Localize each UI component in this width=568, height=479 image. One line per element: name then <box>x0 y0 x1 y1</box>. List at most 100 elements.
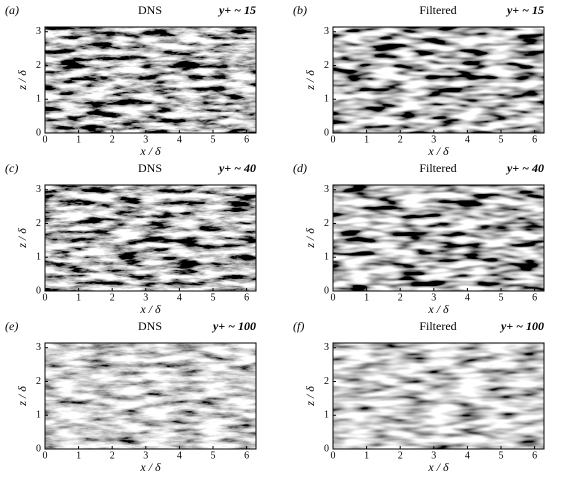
field-image <box>45 185 256 291</box>
x-axis-label: x / δ <box>139 460 161 474</box>
plot-frame <box>332 26 545 134</box>
y-tick-label: 2 <box>36 60 41 71</box>
y-tick-label: 0 <box>36 127 41 138</box>
y-tick-label: 3 <box>324 342 329 353</box>
field-image <box>333 185 544 291</box>
y-tick-label: 0 <box>36 285 41 296</box>
x-tick-label: 4 <box>177 292 182 303</box>
panel-title: DNS <box>138 3 162 17</box>
x-axis-label: x / δ <box>139 144 161 158</box>
y-tick-label: 1 <box>36 410 41 421</box>
x-axis-label: x / δ <box>427 302 449 316</box>
y-tick-label: 3 <box>36 184 41 195</box>
y-axis-label: z / δ <box>15 228 29 249</box>
x-tick-label: 6 <box>244 134 249 145</box>
annotation: y+ ~ 100 <box>211 319 256 333</box>
field-image <box>333 27 544 133</box>
y-tick-label: 2 <box>324 376 329 387</box>
y-tick-label: 2 <box>36 376 41 387</box>
x-tick-label: 6 <box>532 450 537 461</box>
x-tick-label: 5 <box>498 450 503 461</box>
y-tick-label: 0 <box>324 443 329 454</box>
y-tick-label: 0 <box>324 285 329 296</box>
x-tick-label: 0 <box>331 134 336 145</box>
x-axis-label: x / δ <box>427 460 449 474</box>
x-tick-label: 4 <box>465 134 470 145</box>
x-tick-label: 2 <box>110 292 115 303</box>
x-tick-label: 2 <box>110 134 115 145</box>
y-tick-label: 3 <box>324 184 329 195</box>
panel-title: Filtered <box>419 3 456 17</box>
x-tick-label: 5 <box>210 134 215 145</box>
x-tick-label: 5 <box>210 292 215 303</box>
field-image <box>45 27 256 133</box>
x-tick-label: 5 <box>498 292 503 303</box>
annotation: y+ ~ 40 <box>505 161 544 175</box>
x-tick-label: 0 <box>43 292 48 303</box>
x-tick-label: 4 <box>465 450 470 461</box>
y-tick-label: 1 <box>324 94 329 105</box>
x-tick-label: 2 <box>398 450 403 461</box>
x-tick-label: 6 <box>532 292 537 303</box>
x-tick-label: 1 <box>364 134 369 145</box>
field-image <box>45 343 256 449</box>
annotation: y+ ~ 15 <box>505 3 544 17</box>
panel-title: Filtered <box>419 319 456 333</box>
x-tick-label: 5 <box>210 450 215 461</box>
y-tick-label: 2 <box>36 218 41 229</box>
y-tick-label: 0 <box>36 443 41 454</box>
x-tick-label: 1 <box>364 450 369 461</box>
field-image <box>333 343 544 449</box>
x-tick-label: 0 <box>331 292 336 303</box>
x-tick-label: 1 <box>76 292 81 303</box>
x-tick-label: 0 <box>43 134 48 145</box>
plot-frame <box>332 342 545 450</box>
panel-title: DNS <box>138 161 162 175</box>
y-tick-label: 2 <box>324 60 329 71</box>
y-tick-label: 3 <box>324 26 329 37</box>
panel-label: (c) <box>5 161 18 175</box>
x-tick-label: 3 <box>143 292 148 303</box>
x-tick-label: 1 <box>364 292 369 303</box>
x-tick-label: 4 <box>177 450 182 461</box>
panel-label: (a) <box>5 3 19 17</box>
x-tick-label: 6 <box>244 450 249 461</box>
panel-title: Filtered <box>419 161 456 175</box>
y-tick-label: 3 <box>36 342 41 353</box>
x-tick-label: 2 <box>110 450 115 461</box>
annotation: y+ ~ 15 <box>217 3 256 17</box>
x-tick-label: 3 <box>143 134 148 145</box>
y-tick-label: 3 <box>36 26 41 37</box>
y-axis-label: z / δ <box>15 70 29 91</box>
x-tick-label: 4 <box>465 292 470 303</box>
x-tick-label: 6 <box>532 134 537 145</box>
x-tick-label: 3 <box>431 292 436 303</box>
x-tick-label: 0 <box>331 450 336 461</box>
x-axis-label: x / δ <box>427 144 449 158</box>
plot-frame <box>44 26 257 134</box>
plot-frame <box>44 342 257 450</box>
x-axis-label: x / δ <box>139 302 161 316</box>
x-tick-label: 5 <box>498 134 503 145</box>
y-axis-label: z / δ <box>303 228 317 249</box>
y-axis-label: z / δ <box>303 70 317 91</box>
x-tick-label: 2 <box>398 134 403 145</box>
x-tick-label: 3 <box>431 450 436 461</box>
panel-label: (e) <box>5 319 18 333</box>
plot-frame <box>44 184 257 292</box>
y-tick-label: 2 <box>324 218 329 229</box>
y-tick-label: 1 <box>36 252 41 263</box>
x-tick-label: 3 <box>431 134 436 145</box>
panel-title: DNS <box>138 319 162 333</box>
x-tick-label: 6 <box>244 292 249 303</box>
y-tick-label: 1 <box>324 252 329 263</box>
x-tick-label: 2 <box>398 292 403 303</box>
y-axis-label: z / δ <box>15 386 29 407</box>
plot-frame <box>332 184 545 292</box>
y-tick-label: 1 <box>324 410 329 421</box>
x-tick-label: 1 <box>76 450 81 461</box>
y-axis-label: z / δ <box>303 386 317 407</box>
x-tick-label: 3 <box>143 450 148 461</box>
panel-label: (f) <box>293 319 304 333</box>
